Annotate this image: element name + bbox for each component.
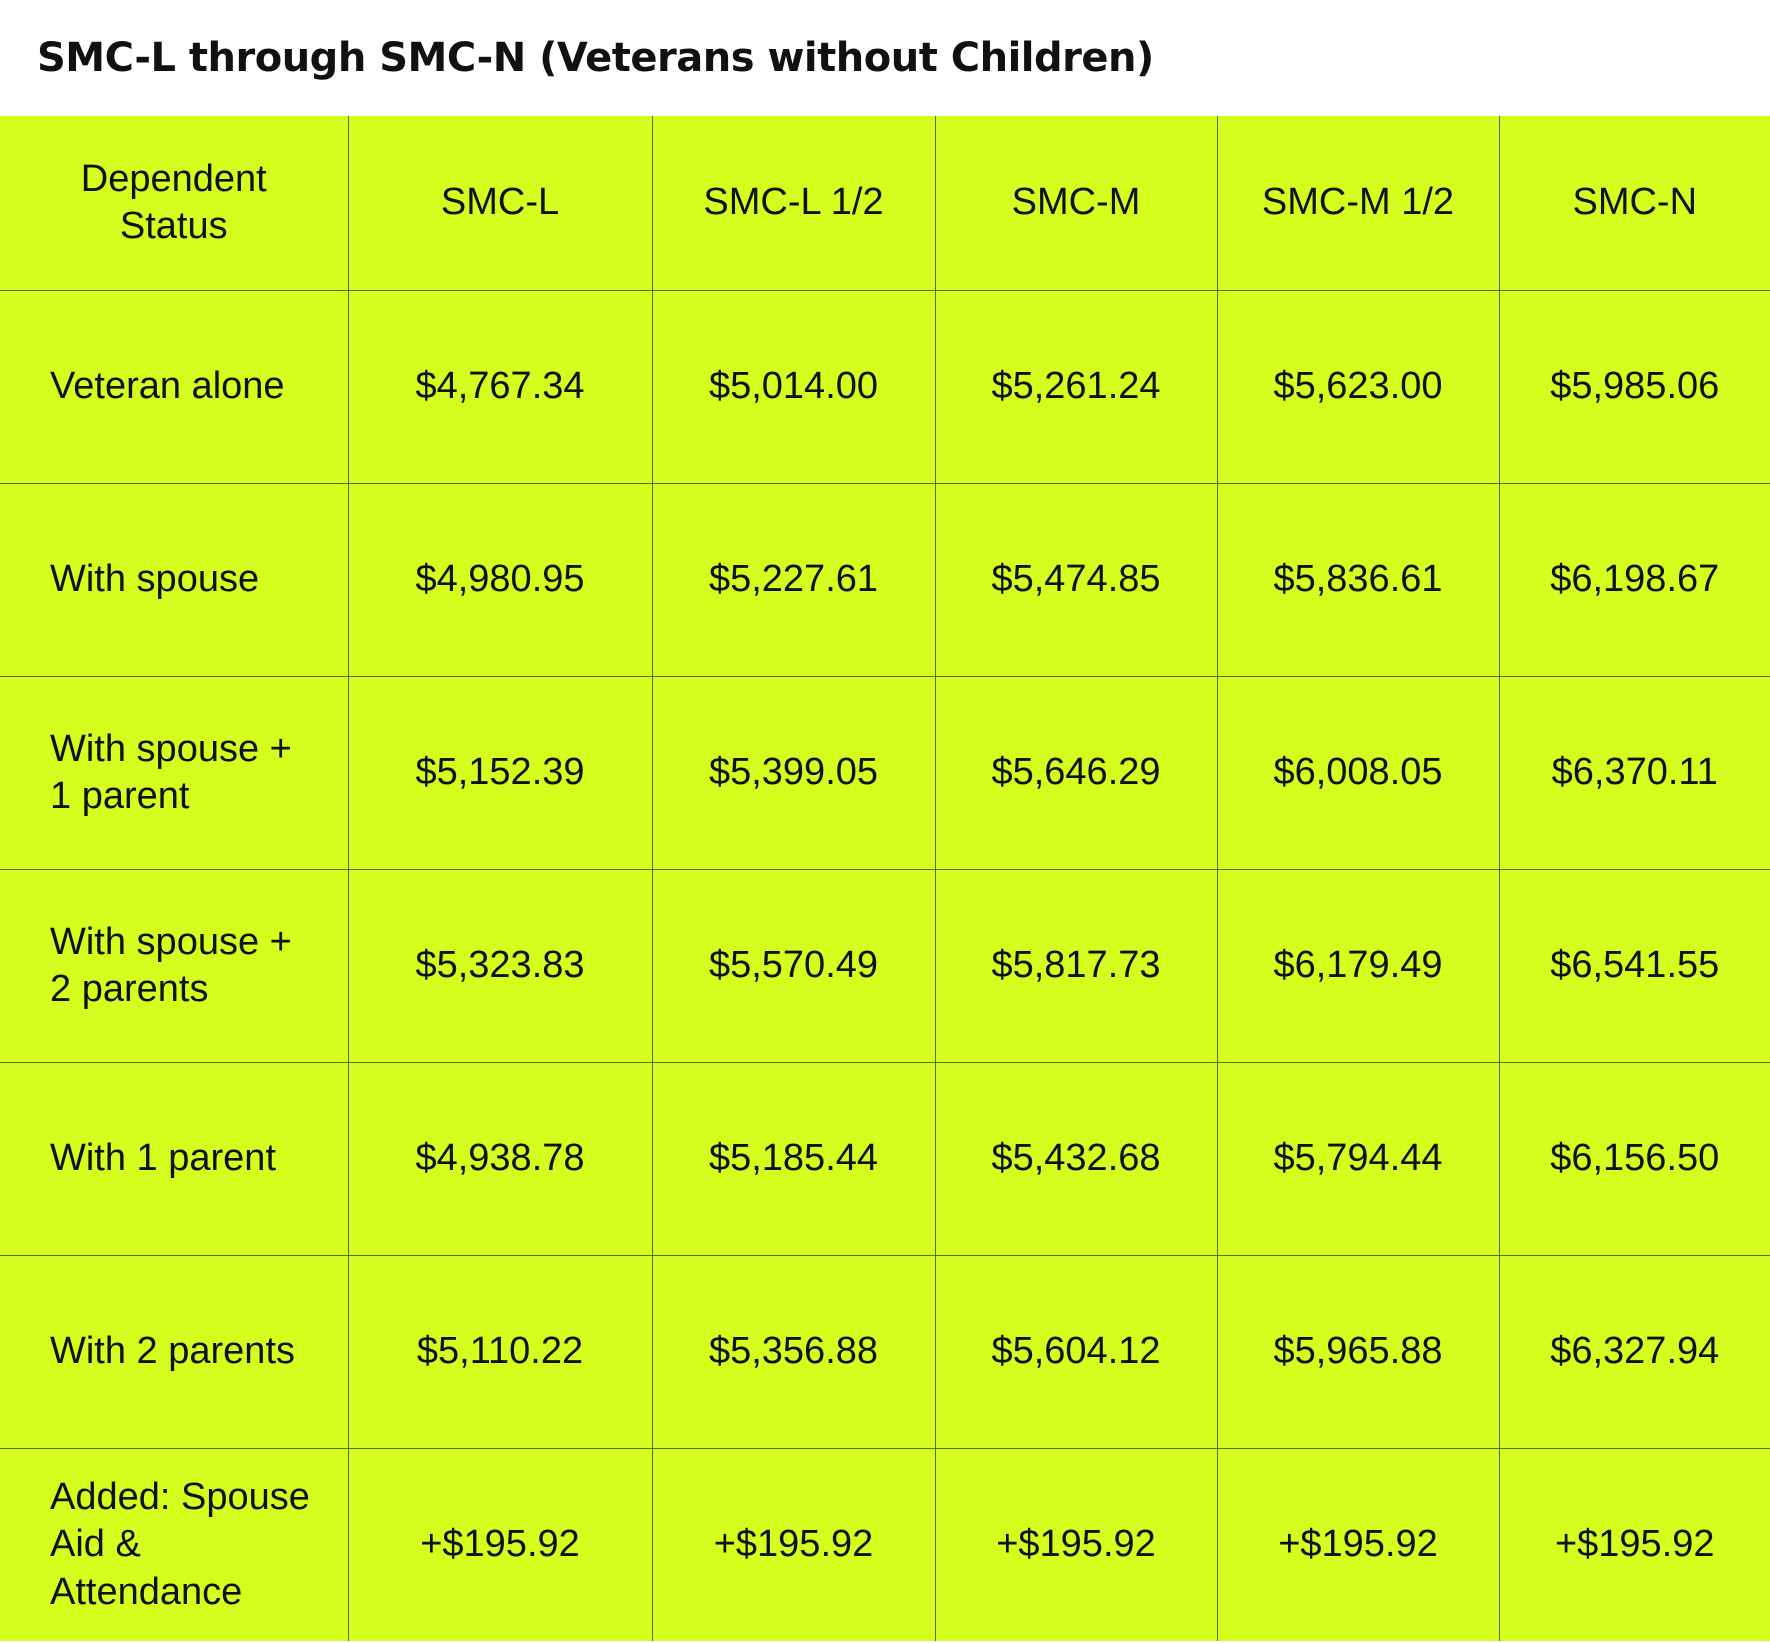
value-cell: $5,604.12: [934, 1255, 1218, 1449]
value-cell: $5,646.29: [934, 676, 1218, 870]
rates-table: Dependent Status SMC-L SMC-L 1/2 SMC-M SMC-M…: [0, 116, 1770, 1641]
row-label: With spouse + 2 parents: [0, 869, 349, 1063]
row-label: With spouse: [0, 483, 349, 677]
value-cell: $5,152.39: [347, 676, 653, 870]
value-cell: $6,198.67: [1498, 483, 1770, 677]
value-cell: $5,399.05: [651, 676, 936, 870]
value-cell: $5,965.88: [1216, 1255, 1500, 1449]
table-row: With 2 parents $5,110.22 $5,356.88 $5,604.1…: [0, 1255, 1770, 1449]
value-cell: $5,623.00: [1216, 290, 1500, 484]
header-cell: SMC-L 1/2: [651, 116, 936, 291]
row-label: Veteran alone: [0, 290, 349, 484]
value-cell: $5,836.61: [1216, 483, 1500, 677]
value-cell: $4,767.34: [347, 290, 653, 484]
value-cell: +$195.92: [651, 1448, 936, 1641]
value-cell: $5,985.06: [1498, 290, 1770, 484]
header-cell: SMC-M: [934, 116, 1218, 291]
header-cell: SMC-N: [1498, 116, 1770, 291]
value-cell: $5,570.49: [651, 869, 936, 1063]
table-row: Veteran alone $4,767.34 $5,014.00 $5,261.24…: [0, 290, 1770, 484]
table-row: With spouse + 2 parents $5,323.83 $5,570.4…: [0, 869, 1770, 1063]
row-label: With 1 parent: [0, 1062, 349, 1256]
value-cell: $5,323.83: [347, 869, 653, 1063]
value-cell: $5,185.44: [651, 1062, 936, 1256]
value-cell: $5,227.61: [651, 483, 936, 677]
value-cell: $5,261.24: [934, 290, 1218, 484]
value-cell: +$195.92: [934, 1448, 1218, 1641]
value-cell: $5,356.88: [651, 1255, 936, 1449]
table-row: With spouse $4,980.95 $5,227.61 $5,474.85 $5…: [0, 483, 1770, 677]
value-cell: $5,474.85: [934, 483, 1218, 677]
value-cell: $5,794.44: [1216, 1062, 1500, 1256]
row-label: Added: Spouse Aid & Attendance: [0, 1448, 349, 1641]
header-row: Dependent Status SMC-L SMC-L 1/2 SMC-M SMC-M…: [0, 116, 1770, 291]
value-cell: +$195.92: [1498, 1448, 1770, 1641]
value-cell: $6,179.49: [1216, 869, 1500, 1063]
value-cell: +$195.92: [1216, 1448, 1500, 1641]
row-label: With 2 parents: [0, 1255, 349, 1449]
row-label: With spouse + 1 parent: [0, 676, 349, 870]
value-cell: $6,156.50: [1498, 1062, 1770, 1256]
value-cell: $5,110.22: [347, 1255, 653, 1449]
value-cell: $5,817.73: [934, 869, 1218, 1063]
table-row: With spouse + 1 parent $5,152.39 $5,399.05…: [0, 676, 1770, 870]
value-cell: $5,432.68: [934, 1062, 1218, 1256]
value-cell: $6,541.55: [1498, 869, 1770, 1063]
value-cell: $4,980.95: [347, 483, 653, 677]
table-row: Added: Spouse Aid & Attendance +$195.92 +$…: [0, 1448, 1770, 1641]
value-cell: $5,014.00: [651, 290, 936, 484]
value-cell: +$195.92: [347, 1448, 653, 1641]
header-cell: SMC-M 1/2: [1216, 116, 1500, 291]
header-cell: SMC-L: [347, 116, 653, 291]
value-cell: $4,938.78: [347, 1062, 653, 1256]
value-cell: $6,370.11: [1498, 676, 1770, 870]
page-title: SMC-L through SMC-N (Veterans without Ch…: [37, 35, 1154, 81]
header-cell: Dependent Status: [0, 116, 349, 291]
value-cell: $6,008.05: [1216, 676, 1500, 870]
value-cell: $6,327.94: [1498, 1255, 1770, 1449]
table-row: With 1 parent $4,938.78 $5,185.44 $5,432.68…: [0, 1062, 1770, 1256]
